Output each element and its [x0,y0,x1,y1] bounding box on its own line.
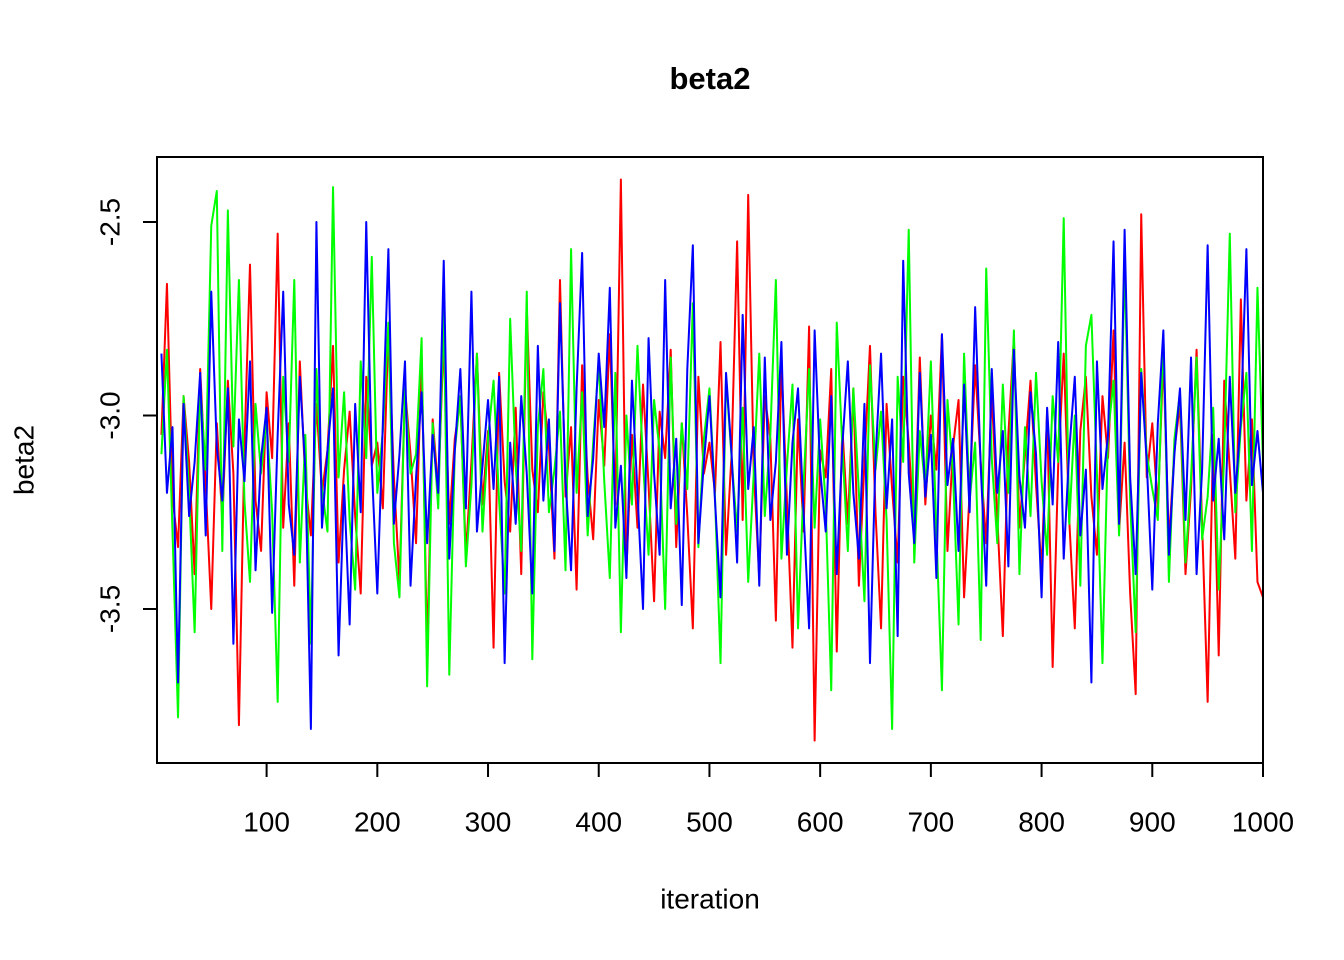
x-tick-label: 900 [1129,806,1176,837]
x-tick-label: 600 [797,806,844,837]
y-tick-label: -3.0 [94,391,125,439]
x-tick-label: 200 [354,806,401,837]
x-tick-label: 1000 [1232,806,1294,837]
x-tick-label: 400 [575,806,622,837]
x-tick-label: 500 [686,806,733,837]
series-line [160,178,1264,742]
y-tick-label: -2.5 [94,198,125,246]
plot-area [160,178,1264,742]
x-tick-label: 700 [908,806,955,837]
y-axis-label: beta2 [8,425,39,495]
y-tick-label: -3.5 [94,585,125,633]
chart-title: beta2 [670,61,751,96]
series-line [160,221,1264,730]
x-tick-label: 800 [1018,806,1065,837]
x-axis-label: iteration [660,883,760,914]
x-tick-label: 100 [243,806,290,837]
x-tick-label: 300 [465,806,512,837]
